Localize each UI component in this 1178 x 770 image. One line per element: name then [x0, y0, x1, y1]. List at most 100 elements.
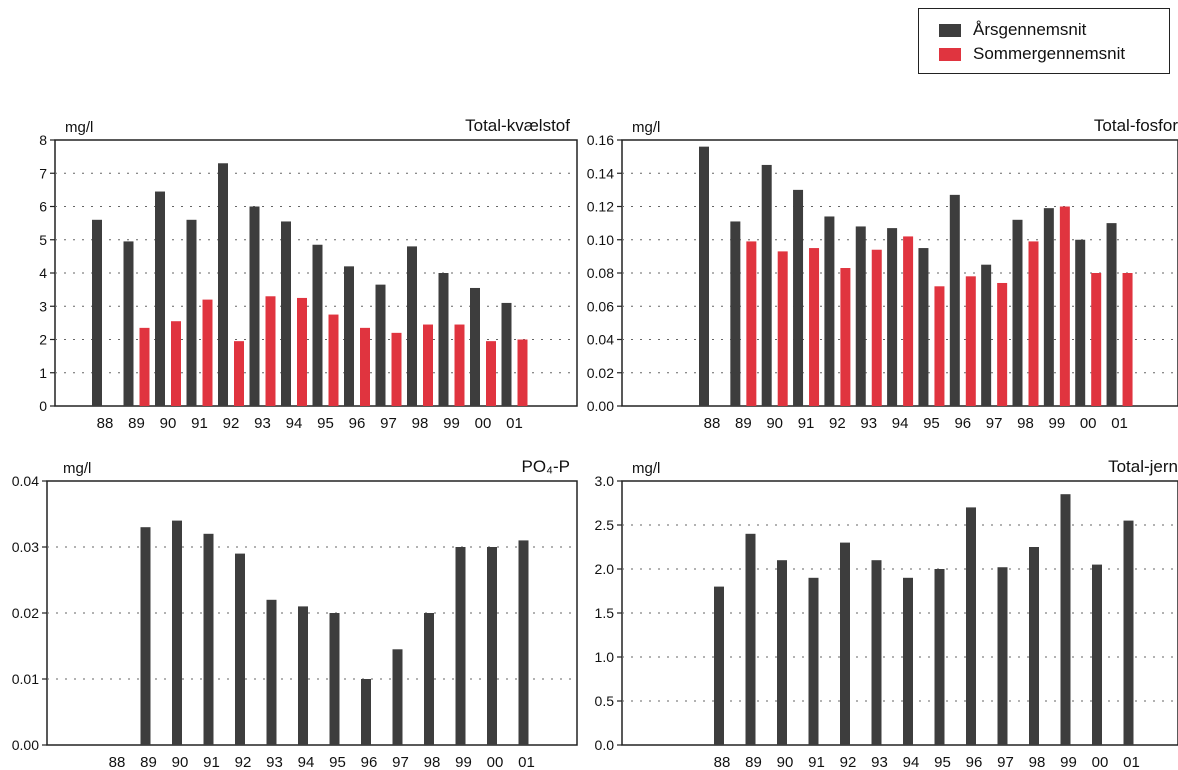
- bar-3-annual-96: [966, 507, 976, 745]
- x-tick-label-3-92: 92: [840, 754, 857, 770]
- x-tick-label-0-91: 91: [191, 415, 208, 432]
- y-tick-label-1-3: 0.06: [587, 298, 614, 314]
- bar-2-annual-92: [235, 553, 245, 745]
- x-tick-label-1-00: 00: [1080, 415, 1097, 432]
- x-tick-label-3-01: 01: [1123, 754, 1140, 770]
- bar-1-annual-94: [887, 228, 898, 406]
- legend-swatch-annual: [939, 23, 961, 37]
- x-tick-label-2-92: 92: [235, 754, 252, 770]
- x-tick-label-1-95: 95: [923, 415, 940, 432]
- bar-0-summer-00: [486, 341, 496, 406]
- y-tick-label-1-6: 0.12: [587, 199, 614, 215]
- bar-2-annual-93: [266, 599, 277, 745]
- bar-0-annual-98: [407, 246, 417, 406]
- y-tick-label-0-2: 2: [39, 332, 47, 348]
- x-tick-label-3-95: 95: [934, 754, 951, 770]
- bar-0-summer-01: [517, 339, 528, 406]
- y-tick-label-0-6: 6: [39, 199, 47, 215]
- x-tick-label-0-95: 95: [317, 415, 334, 432]
- y-tick-label-0-3: 3: [39, 298, 47, 314]
- bar-3-annual-98: [1029, 547, 1039, 745]
- chart-title-2: PO₄-P: [521, 457, 570, 476]
- bar-2-annual-95: [329, 613, 340, 745]
- bar-1-summer-92: [840, 268, 851, 406]
- bar-3-annual-97: [997, 567, 1008, 745]
- bar-3-annual-92: [840, 542, 850, 745]
- bar-2-annual-00: [487, 547, 497, 745]
- x-tick-label-1-96: 96: [954, 415, 971, 432]
- x-tick-label-3-94: 94: [903, 754, 920, 770]
- legend-item-annual: Årsgennemsnit: [939, 19, 1086, 41]
- x-tick-label-2-91: 91: [203, 754, 220, 770]
- x-tick-label-2-88: 88: [109, 754, 126, 770]
- x-tick-label-1-98: 98: [1017, 415, 1034, 432]
- y-tick-label-3-3: 1.5: [595, 605, 615, 621]
- x-tick-label-3-96: 96: [966, 754, 983, 770]
- x-tick-label-2-93: 93: [266, 754, 283, 770]
- bar-1-annual-97: [981, 264, 992, 406]
- bar-3-annual-93: [871, 560, 882, 745]
- bar-2-annual-91: [203, 533, 214, 745]
- y-tick-label-1-5: 0.10: [587, 232, 614, 248]
- bar-0-summer-98: [423, 324, 433, 406]
- y-tick-label-0-7: 7: [39, 165, 47, 181]
- x-tick-label-3-97: 97: [997, 754, 1014, 770]
- bar-2-annual-99: [455, 547, 466, 745]
- bar-2-annual-96: [361, 679, 371, 745]
- x-tick-label-2-96: 96: [361, 754, 378, 770]
- bar-0-summer-91: [202, 299, 213, 406]
- x-tick-label-0-88: 88: [97, 415, 114, 432]
- bar-2-annual-89: [140, 527, 151, 745]
- x-tick-label-2-94: 94: [298, 754, 315, 770]
- x-tick-label-1-90: 90: [766, 415, 783, 432]
- x-tick-label-0-89: 89: [128, 415, 145, 432]
- y-tick-label-1-8: 0.16: [587, 132, 614, 148]
- y-tick-label-3-2: 1.0: [595, 649, 615, 665]
- x-tick-label-0-01: 01: [506, 415, 523, 432]
- bar-1-summer-90: [777, 251, 788, 406]
- bar-3-annual-00: [1092, 564, 1102, 745]
- bar-3-annual-01: [1123, 520, 1134, 745]
- chart-title-3: Total-jern: [1108, 457, 1178, 476]
- x-tick-label-3-90: 90: [777, 754, 794, 770]
- bar-0-annual-99: [438, 273, 449, 406]
- y-tick-label-0-0: 0: [39, 398, 47, 414]
- bar-1-annual-98: [1012, 219, 1023, 406]
- x-tick-label-1-88: 88: [704, 415, 721, 432]
- y-tick-label-2-4: 0.04: [12, 473, 39, 489]
- bar-1-annual-92: [824, 216, 835, 406]
- legend-item-summer: Sommergennemsnit: [939, 43, 1125, 65]
- bar-1-summer-97: [997, 282, 1008, 406]
- y-axis-label-0: mg/l: [65, 119, 93, 136]
- y-tick-label-1-7: 0.14: [587, 165, 614, 181]
- y-tick-label-1-0: 0.00: [587, 398, 614, 414]
- bar-0-annual-00: [470, 287, 480, 406]
- legend-label-annual: Årsgennemsnit: [973, 20, 1087, 39]
- y-axis-label-3: mg/l: [632, 460, 660, 477]
- x-tick-label-2-00: 00: [487, 754, 504, 770]
- bar-1-summer-89: [746, 241, 757, 406]
- bar-2-annual-90: [172, 520, 182, 745]
- y-tick-label-0-8: 8: [39, 132, 47, 148]
- bar-3-annual-99: [1060, 494, 1071, 745]
- y-tick-label-2-1: 0.01: [12, 671, 39, 687]
- bar-3-annual-95: [934, 569, 945, 745]
- y-tick-label-3-4: 2.0: [595, 561, 615, 577]
- bar-0-summer-89: [139, 327, 150, 406]
- x-tick-label-2-89: 89: [140, 754, 157, 770]
- bar-0-annual-88: [92, 219, 102, 406]
- bar-0-summer-99: [454, 324, 465, 406]
- y-tick-label-1-4: 0.08: [587, 265, 614, 281]
- x-tick-label-0-98: 98: [412, 415, 429, 432]
- bar-0-summer-97: [391, 332, 402, 406]
- bar-1-annual-93: [855, 226, 866, 406]
- bar-0-annual-96: [344, 266, 354, 406]
- bar-1-annual-99: [1043, 208, 1054, 406]
- bar-1-summer-00: [1091, 273, 1102, 406]
- x-tick-label-0-97: 97: [380, 415, 397, 432]
- bar-0-summer-90: [171, 321, 181, 406]
- bar-1-annual-01: [1106, 223, 1117, 406]
- x-tick-label-1-91: 91: [798, 415, 815, 432]
- x-tick-label-3-91: 91: [808, 754, 825, 770]
